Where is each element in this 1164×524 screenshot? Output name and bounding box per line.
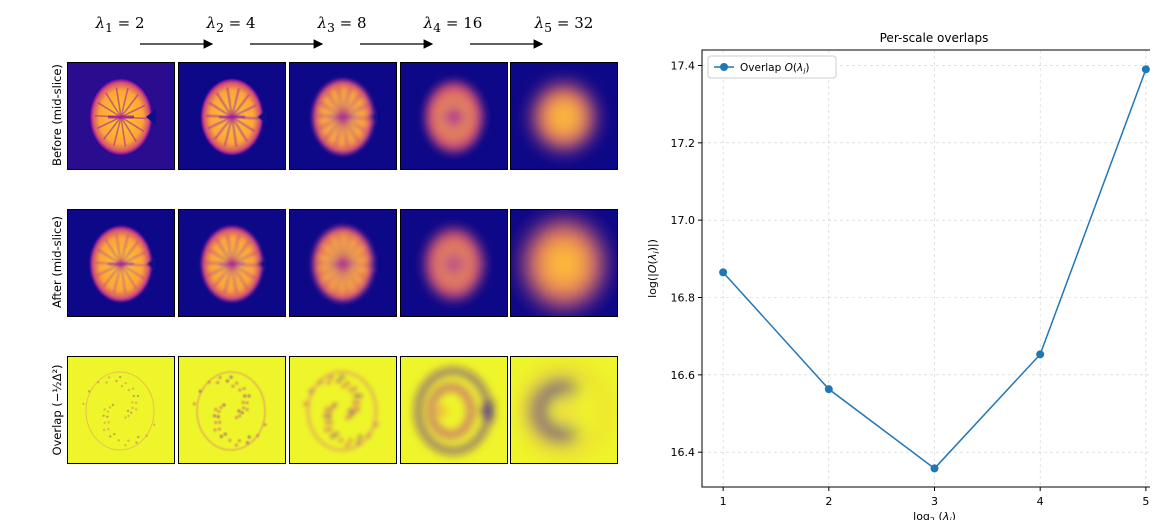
x-tick-label-2: 2 <box>825 495 832 508</box>
overlap-line-chart: Per-scale overlaps 1 2 3 4 5 16.4 16.6 16.8 17.0… <box>646 31 1150 520</box>
tile-after-scale-5 <box>510 209 618 317</box>
data-point-3 <box>930 464 939 473</box>
scale-label-3: λ3 = 8 <box>317 14 367 35</box>
y-tick-label-2: 16.6 <box>671 369 696 382</box>
scale-label-1: λ1 = 2 <box>95 14 145 35</box>
x-axis-label: log2 (λi) <box>913 510 956 520</box>
row-label-overlap: Overlap (−½Δ²) <box>50 364 64 456</box>
data-point-2 <box>824 385 833 394</box>
plot-frame <box>701 49 1150 488</box>
y-tick-label-5: 17.2 <box>671 137 696 150</box>
x-tick-label-1: 1 <box>720 495 727 508</box>
tile-overlap-scale-3 <box>289 356 397 464</box>
x-tick-label-5: 5 <box>1142 495 1149 508</box>
scale-label-4: λ4 = 16 <box>423 14 483 35</box>
x-tick-label-4: 4 <box>1037 495 1044 508</box>
tile-after-scale-1 <box>67 209 175 317</box>
tile-after-scale-3 <box>289 209 397 317</box>
y-axis-label: log(|O(λi)|) <box>646 239 661 298</box>
tile-before-scale-3 <box>289 62 397 170</box>
legend-marker <box>720 63 728 71</box>
data-point-5 <box>1141 65 1150 74</box>
tile-after-scale-4 <box>400 209 508 317</box>
y-tick-label-6: 17.4 <box>671 59 696 72</box>
tile-before-scale-1 <box>67 62 175 170</box>
y-tick-label-3: 16.8 <box>671 292 696 305</box>
tile-before-scale-2 <box>178 62 286 170</box>
data-point-4 <box>1036 350 1045 359</box>
tile-before-scale-4 <box>400 62 508 170</box>
x-tick-label-3: 3 <box>931 495 938 508</box>
row-label-after: After (mid-slice) <box>50 216 64 308</box>
tile-after-scale-2 <box>178 209 286 317</box>
y-tick-label-4: 17.0 <box>671 214 696 227</box>
tile-overlap-scale-1 <box>67 356 175 464</box>
scale-arrows <box>140 39 544 49</box>
tile-before-scale-5 <box>510 62 618 170</box>
legend-box <box>707 55 837 79</box>
tile-overlap-scale-2 <box>178 356 286 464</box>
tile-overlap-scale-5 <box>510 356 618 464</box>
scale-label-2: λ2 = 4 <box>206 14 256 35</box>
tile-overlap-scale-4 <box>400 356 508 464</box>
scale-label-5: λ5 = 32 <box>534 14 594 35</box>
chart-title: Per-scale overlaps <box>880 31 989 45</box>
row-label-before: Before (mid-slice) <box>50 64 64 166</box>
legend-label: Overlap O(λi) <box>740 62 809 76</box>
data-point-1 <box>719 268 728 277</box>
y-tick-label-1: 16.4 <box>671 446 696 459</box>
